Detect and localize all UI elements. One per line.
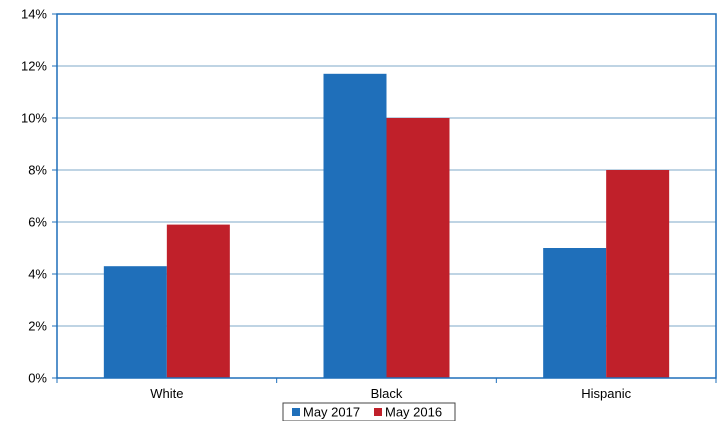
plot-frame — [56, 13, 717, 379]
y-tick-label: 14% — [21, 7, 47, 22]
y-tick-label: 6% — [28, 215, 47, 230]
x-category-label: White — [150, 386, 183, 401]
y-tick-label: 4% — [28, 267, 47, 282]
x-category-label: Black — [371, 386, 403, 401]
x-axis-category-labels: White Black Hispanic — [150, 386, 631, 401]
bar-white-may-2017 — [103, 266, 167, 378]
legend: May 2017 May 2016 — [282, 402, 456, 421]
axes — [52, 13, 717, 383]
legend-label: May 2016 — [385, 405, 442, 420]
legend-swatch — [374, 408, 382, 416]
y-tick-label: 10% — [21, 111, 47, 126]
x-category-label: Hispanic — [581, 386, 631, 401]
y-tick-label: 12% — [21, 59, 47, 74]
bar-black-may-2017 — [323, 73, 387, 379]
legend-label: May 2017 — [303, 405, 360, 420]
y-axis-tick-labels: 0% 2% 4% 6% 8% 10% 12% 14% — [21, 7, 47, 386]
bar-white-may-2016 — [166, 224, 230, 378]
y-tick-label: 0% — [28, 371, 47, 386]
bar-hispanic-may-2017 — [543, 248, 607, 378]
y-tick-label: 8% — [28, 163, 47, 178]
y-tick-label: 2% — [28, 319, 47, 334]
bars — [103, 73, 670, 379]
bar-black-may-2016 — [386, 118, 450, 378]
legend-box — [282, 402, 456, 421]
bar-hispanic-may-2016 — [606, 170, 670, 378]
legend-swatch — [292, 408, 300, 416]
